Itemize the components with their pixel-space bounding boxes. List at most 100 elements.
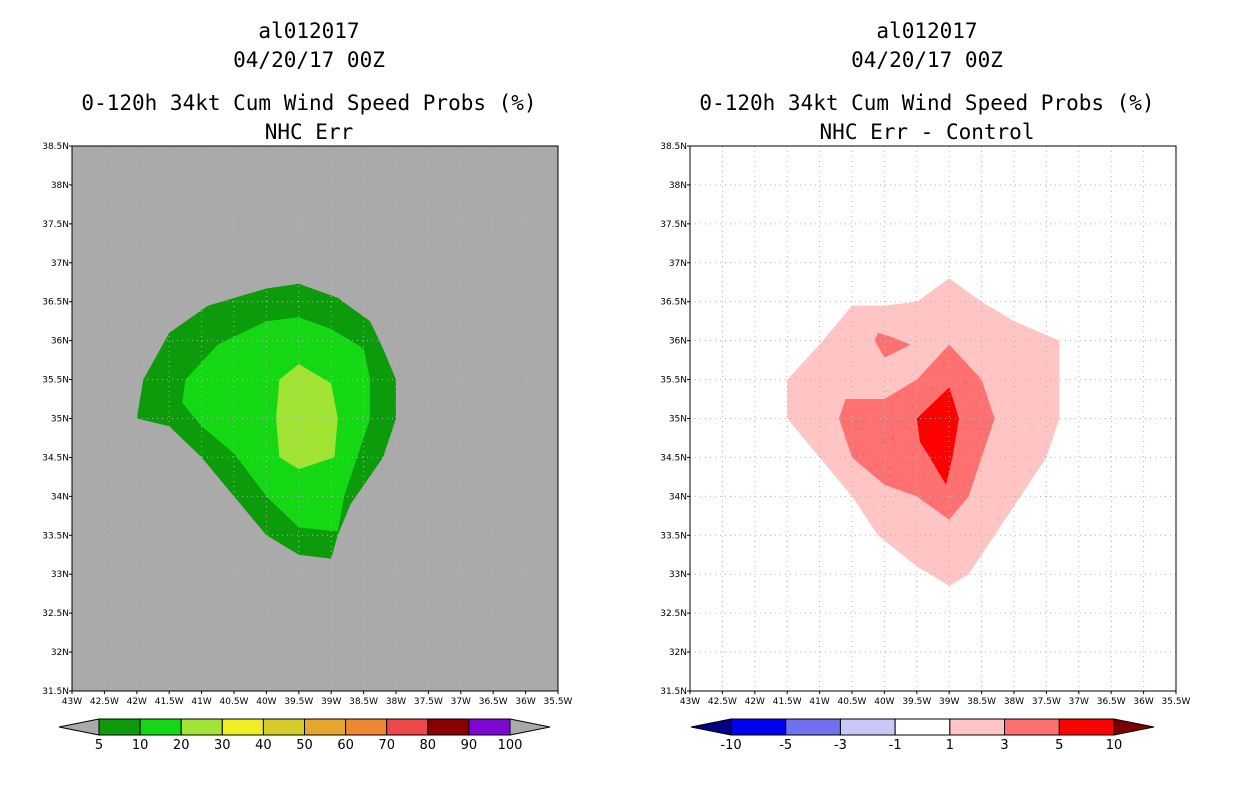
right-x-tick-label: 41W [809, 697, 829, 707]
right-colorbar-label: -5 [779, 738, 792, 753]
left-colorbar-cell-5 [304, 718, 347, 736]
right-x-tick-label: 35.5W [1162, 697, 1191, 707]
left-colorbar-under-arrow [58, 718, 100, 736]
left-colorbar-cell-8 [427, 718, 470, 736]
right-colorbar-label: -1 [889, 738, 902, 753]
right-y-tick-label: 35N [669, 415, 687, 425]
right-x-tick-label: 42.5W [708, 697, 737, 707]
left-colorbar-cell-3 [221, 718, 264, 736]
right-y-tick-label: 35.5N [660, 376, 687, 386]
left-colorbar-cell-0 [98, 718, 141, 736]
right-colorbar-cell-3 [894, 718, 951, 736]
right-x-tick-label: 39.5W [902, 697, 931, 707]
left-title-subtitle: NHC Err [264, 120, 354, 144]
right-y-tick-label: 33N [669, 570, 687, 580]
right-contour-2 [874, 332, 911, 358]
right-y-tick-label: 36.5N [660, 298, 687, 308]
left-y-tick-label: 32N [51, 648, 69, 658]
left-y-tick-label: 36N [51, 337, 69, 347]
right-colorbar-label: 5 [1055, 738, 1063, 753]
right-x-tick-label: 40W [874, 697, 894, 707]
right-y-tick-label: 38.5N [660, 142, 687, 152]
left-x-tick-label: 37.5W [414, 697, 443, 707]
right-x-tick-label: 37.5W [1032, 697, 1061, 707]
left-colorbar-label: 5 [95, 738, 103, 753]
right-colorbar-label: 10 [1106, 738, 1123, 753]
left-y-tick-label: 35N [51, 415, 69, 425]
right-y-tick-label: 36N [669, 337, 687, 347]
left-y-tick-label: 37.5N [42, 220, 69, 230]
left-x-tick-label: 40W [256, 697, 276, 707]
right-y-tick-label: 37.5N [660, 220, 687, 230]
right-y-tick-label: 32N [669, 648, 687, 658]
right-title-subtitle: NHC Err - Control [819, 120, 1035, 144]
left-y-tick-label: 32.5N [42, 609, 69, 619]
right-contour-1 [839, 344, 995, 520]
left-x-tick-label: 42.5W [90, 697, 119, 707]
right-colorbar-cell-4 [949, 718, 1006, 736]
left-colorbar-cell-7 [386, 718, 429, 736]
left-x-tick-label: 37W [451, 697, 471, 707]
right-y-tick-label: 34.5N [660, 453, 687, 463]
right-x-tick-label: 43W [680, 697, 700, 707]
right-title-product: 0-120h 34kt Cum Wind Speed Probs (%) [699, 91, 1155, 115]
left-x-tick-label: 41W [191, 697, 211, 707]
left-colorbar-label: 30 [214, 738, 231, 753]
left-y-tick-label: 31.5N [42, 687, 69, 697]
right-colorbar-under-arrow [690, 718, 732, 736]
left-colorbar-cell-9 [468, 718, 511, 736]
left-x-tick-label: 38W [386, 697, 406, 707]
left-x-tick-label: 36W [515, 697, 535, 707]
right-x-tick-label: 38W [1004, 697, 1024, 707]
left-y-tick-label: 38N [51, 181, 69, 191]
right-colorbar-cell-0 [730, 718, 787, 736]
left-x-tick-label: 42W [127, 697, 147, 707]
left-y-tick-label: 37N [51, 259, 69, 269]
left-y-tick-label: 35.5N [42, 376, 69, 386]
right-x-tick-label: 36W [1133, 697, 1153, 707]
left-colorbar-cell-6 [345, 718, 388, 736]
left-colorbar-label: 60 [337, 738, 354, 753]
left-y-tick-label: 34N [51, 492, 69, 502]
right-y-tick-label: 33.5N [660, 531, 687, 541]
left-y-tick-label: 36.5N [42, 298, 69, 308]
right-colorbar-cell-5 [1004, 718, 1060, 736]
right-colorbar-over-arrow [1113, 718, 1155, 736]
left-colorbar-cell-1 [139, 718, 182, 736]
left-colorbar-cell-4 [262, 718, 305, 736]
right-y-tick-label: 38N [669, 181, 687, 191]
right-x-tick-label: 40.5W [838, 697, 867, 707]
right-y-tick-label: 32.5N [660, 609, 687, 619]
right-contour-3 [916, 387, 959, 485]
left-colorbar-cell-2 [180, 718, 223, 736]
right-colorbar-cell-1 [785, 718, 841, 736]
left-y-tick-label: 33.5N [42, 531, 69, 541]
left-title-product: 0-120h 34kt Cum Wind Speed Probs (%) [81, 91, 537, 115]
left-colorbar-label: 40 [255, 738, 272, 753]
right-colorbar-label: -3 [834, 738, 847, 753]
right-y-tick-label: 31.5N [660, 687, 687, 697]
right-x-tick-label: 39W [939, 697, 959, 707]
left-contour-2 [276, 364, 338, 470]
left-title-date: 04/20/17 00Z [233, 48, 385, 72]
right-title-storm: al012017 [876, 19, 978, 43]
left-colorbar-label: 100 [498, 738, 523, 753]
left-colorbar-label: 20 [173, 738, 190, 753]
left-x-tick-label: 43W [62, 697, 82, 707]
left-x-tick-label: 41.5W [155, 697, 184, 707]
left-colorbar-label: 10 [132, 738, 149, 753]
right-colorbar-cell-6 [1058, 718, 1115, 736]
left-contour-1 [182, 317, 371, 532]
left-y-tick-label: 33N [51, 570, 69, 580]
left-x-tick-label: 39.5W [284, 697, 313, 707]
left-colorbar-label: 70 [378, 738, 395, 753]
right-x-tick-label: 37W [1069, 697, 1089, 707]
right-y-tick-label: 34N [669, 492, 687, 502]
right-x-tick-label: 36.5W [1097, 697, 1126, 707]
right-x-tick-label: 42W [745, 697, 765, 707]
right-x-tick-label: 41.5W [773, 697, 802, 707]
right-colorbar-label: -10 [720, 738, 741, 753]
left-title-storm: al012017 [258, 19, 360, 43]
left-x-tick-label: 36.5W [479, 697, 508, 707]
